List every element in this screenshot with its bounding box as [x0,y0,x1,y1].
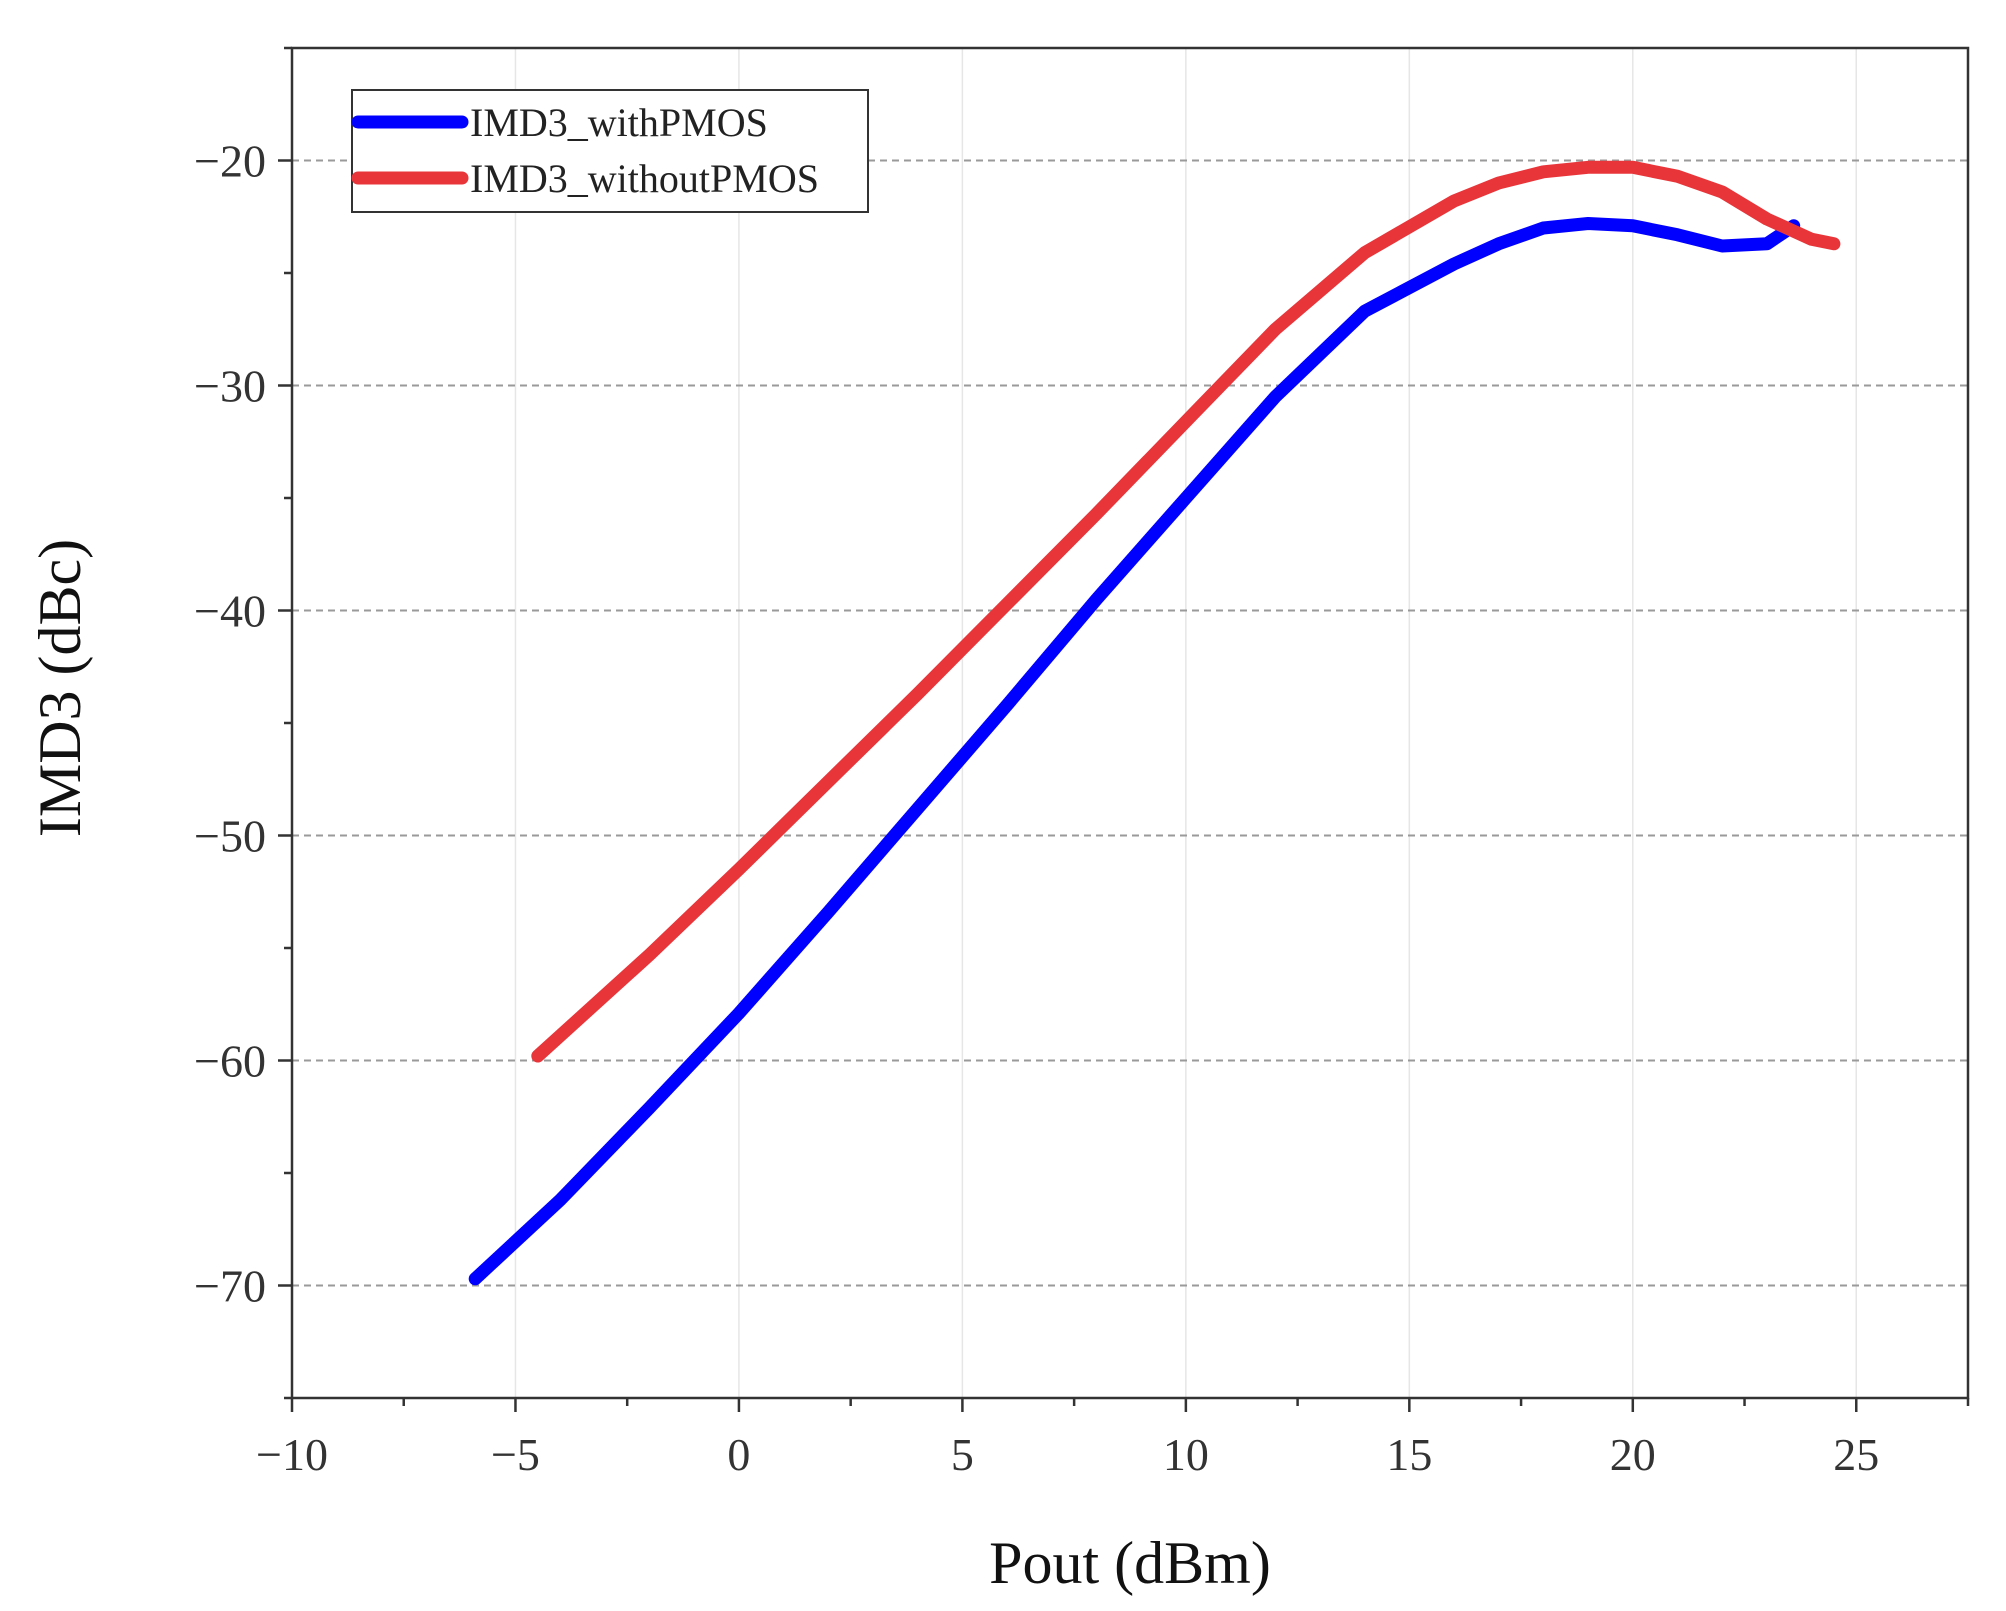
legend-label: IMD3_withoutPMOS [470,156,819,201]
y-tick-label: −60 [194,1036,266,1087]
x-tick-label: −10 [256,1429,328,1480]
x-tick-label: 0 [727,1429,750,1480]
y-tick-label: −20 [194,136,266,187]
legend: IMD3_withPMOS IMD3_withoutPMOS [351,89,869,213]
y-tick-label: −50 [194,811,266,862]
x-tick-label: 20 [1610,1429,1656,1480]
y-tick-label: −40 [194,586,266,637]
x-tick-label: 10 [1163,1429,1209,1480]
legend-box [351,89,869,213]
x-axis-title: Pout (dBm) [989,1530,1271,1596]
y-tick-label: −70 [194,1261,266,1312]
x-tick-label: 25 [1833,1429,1879,1480]
x-tick-label: 15 [1386,1429,1432,1480]
series-line-IMD3_withoutPMOS [531,160,1841,1063]
grid-layer [292,48,1968,1398]
series-line-IMD3_withPMOS [468,217,1801,1286]
y-axis-title: IMD3 (dBc) [27,539,93,837]
x-tick-label: −5 [491,1429,540,1480]
legend-label: IMD3_withPMOS [470,100,768,145]
x-tick-label: 5 [951,1429,974,1480]
axes-layer: −10 −5 0 5 10 15 20 25−70−60−50−40−30−20 [194,46,1970,1480]
series-layer [468,160,1841,1286]
y-tick-label: −30 [194,361,266,412]
